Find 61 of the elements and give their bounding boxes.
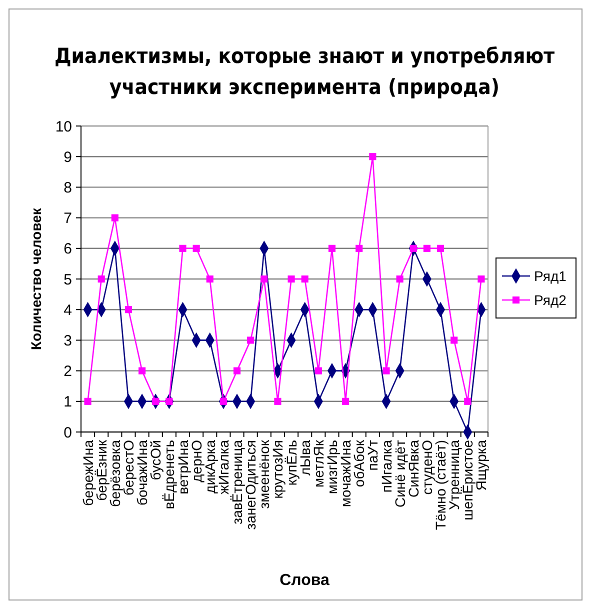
x-tick-label: купЁль bbox=[283, 440, 300, 486]
x-tick-label: крутозИя bbox=[270, 440, 286, 499]
x-tick-label: метлЯк bbox=[310, 439, 326, 488]
y-tick-label: 5 bbox=[64, 271, 72, 288]
x-tick-label: мочажИна bbox=[338, 440, 354, 508]
point bbox=[478, 275, 485, 283]
x-tick-label: завЁтреница bbox=[229, 440, 246, 524]
x-tick-label: берЁзник bbox=[93, 439, 110, 501]
y-tick-label: 8 bbox=[64, 179, 72, 196]
point bbox=[288, 275, 295, 283]
x-tick-label: обАбок bbox=[351, 439, 368, 488]
point bbox=[382, 367, 390, 374]
point bbox=[436, 244, 444, 252]
point bbox=[124, 306, 132, 314]
x-tick-label: бусОй bbox=[148, 440, 164, 480]
y-axis-title: Количество человек bbox=[28, 207, 44, 350]
y-tick-label: 2 bbox=[64, 363, 72, 380]
point bbox=[260, 275, 268, 283]
point bbox=[450, 336, 458, 344]
point bbox=[192, 244, 200, 252]
x-tick-label: паУт bbox=[364, 439, 381, 471]
point bbox=[369, 153, 376, 160]
point bbox=[179, 244, 186, 252]
x-tick-label: Синё идёт bbox=[392, 439, 408, 508]
y-tick-label: 4 bbox=[64, 302, 72, 319]
y-tick-label: 7 bbox=[64, 210, 72, 228]
point bbox=[233, 367, 241, 374]
x-tick-label: пИгалка bbox=[378, 440, 394, 493]
x-tick-label: бочажИна bbox=[134, 440, 150, 506]
x-tick-label: студенО bbox=[418, 440, 435, 495]
x-tick-label: вЁдренеть bbox=[161, 440, 178, 510]
x-tick-label: бережИна bbox=[80, 440, 96, 506]
point bbox=[328, 244, 336, 252]
y-tick-label: 1 bbox=[64, 394, 72, 411]
point bbox=[138, 367, 146, 374]
point bbox=[274, 398, 282, 405]
point bbox=[342, 398, 350, 405]
x-tick-label: мизгИрь bbox=[324, 440, 340, 494]
legend-label: Ряд2 bbox=[534, 292, 567, 308]
point bbox=[98, 275, 105, 283]
point bbox=[206, 275, 214, 283]
y-tick-label: 9 bbox=[64, 148, 72, 166]
point bbox=[396, 275, 404, 283]
y-tick-label: 6 bbox=[64, 240, 72, 258]
point bbox=[111, 214, 118, 222]
point bbox=[314, 367, 322, 374]
point bbox=[356, 244, 363, 252]
chart-title: Диалектизмы, которые знают и употребляют участники эксперимента (природа) bbox=[54, 44, 555, 99]
x-tick-label: Ящурка bbox=[473, 440, 490, 491]
y-tick-label: 3 bbox=[64, 332, 72, 350]
y-tick-label: 0 bbox=[64, 424, 72, 442]
point bbox=[423, 244, 430, 252]
point bbox=[247, 336, 254, 344]
point bbox=[84, 398, 92, 405]
x-axis-title: Слова bbox=[280, 572, 330, 589]
x-tick-label: шепЁристое bbox=[460, 440, 476, 520]
x-tick-label: лЫва bbox=[296, 440, 313, 476]
point bbox=[301, 275, 308, 283]
legend-label: Ряд1 bbox=[534, 268, 567, 284]
y-tick-label: 10 bbox=[55, 118, 72, 136]
point bbox=[464, 398, 472, 405]
